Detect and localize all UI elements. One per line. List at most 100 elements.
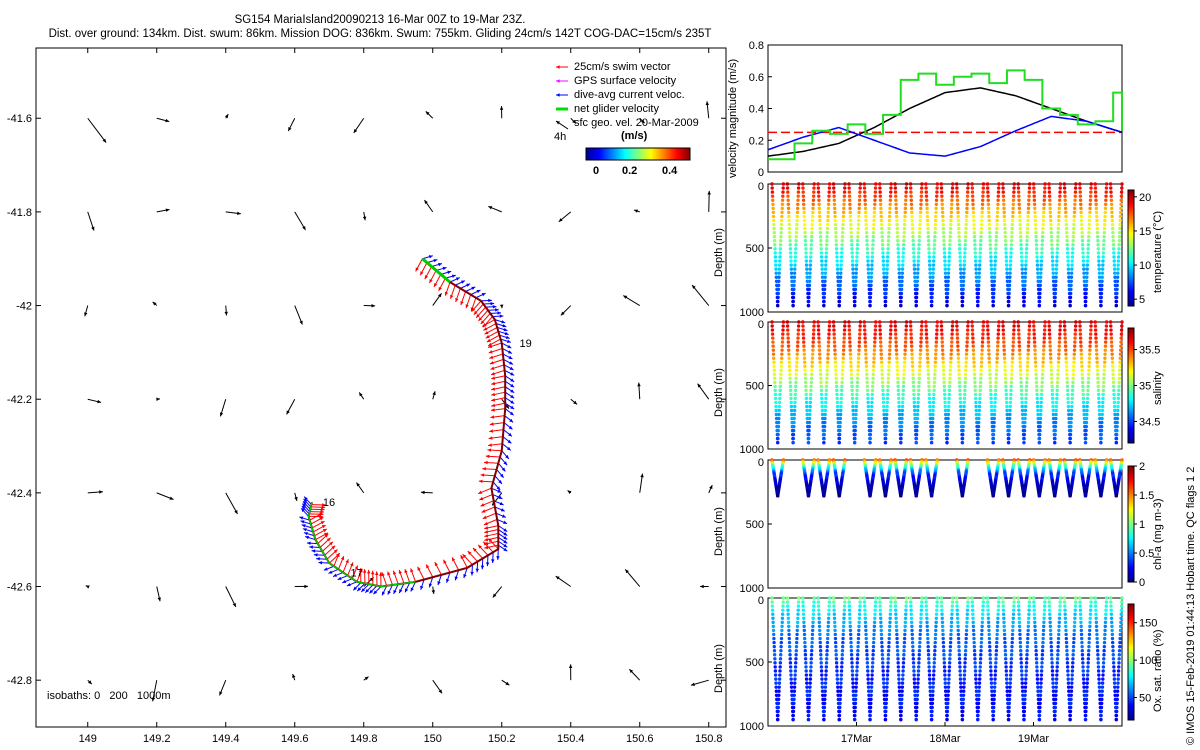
sal-sample <box>779 372 783 376</box>
temp-sample <box>786 194 790 198</box>
temp-sample <box>895 234 900 239</box>
temp-sample <box>802 214 807 219</box>
temp-sample <box>879 214 883 219</box>
sal-sample <box>934 352 938 356</box>
temp-sample <box>1004 259 1009 263</box>
sal-sample <box>865 380 869 385</box>
sal-sample <box>977 412 981 417</box>
sal-sample <box>1027 336 1031 340</box>
temp-sample <box>971 202 975 206</box>
oxy-sample <box>788 661 793 665</box>
sal-sample <box>1019 380 1023 385</box>
temp-sample <box>1048 198 1052 202</box>
sal-sample <box>910 352 914 356</box>
sal-sample <box>776 428 780 433</box>
chl-colorbar-tick-label-2: 1 <box>1139 519 1145 531</box>
sal-sample <box>1102 372 1106 376</box>
temp-sample <box>957 234 961 239</box>
temp-sample <box>806 303 811 308</box>
sal-sample <box>1097 396 1101 401</box>
temp-sample <box>1109 190 1113 194</box>
temp-sample <box>811 194 816 198</box>
dive-avg-vector-head <box>323 567 328 571</box>
sal-sample <box>916 404 920 409</box>
temp-sample <box>807 295 811 300</box>
sal-sample <box>981 336 985 340</box>
swim-vector-head <box>491 381 496 386</box>
sal-sample <box>972 372 977 376</box>
temp-sample <box>794 226 799 231</box>
temp-sample <box>811 206 815 211</box>
temp-sample <box>1008 271 1012 275</box>
oxy-sample <box>809 657 814 661</box>
sal-sample <box>1087 372 1091 376</box>
temp-sample <box>993 259 997 263</box>
temp-sample <box>773 259 778 263</box>
swim-vector-head <box>491 392 496 397</box>
sal-sample <box>1035 392 1039 397</box>
temp-sample <box>794 239 798 243</box>
sal-sample <box>792 412 797 417</box>
sal-sample <box>955 324 959 328</box>
sal-sample <box>1056 372 1060 376</box>
sal-sample <box>939 328 944 332</box>
temp-sample <box>945 299 949 304</box>
temp-sample <box>1019 247 1023 251</box>
temp-sample <box>878 182 882 186</box>
sal-sample <box>1073 336 1077 340</box>
oxy-sample <box>807 697 812 702</box>
temp-sample <box>817 202 821 206</box>
sal-sample <box>1024 400 1028 405</box>
sal-sample <box>863 340 867 344</box>
temp-sample <box>1024 251 1029 255</box>
sal-sample <box>903 340 908 344</box>
temp-sample <box>961 291 965 296</box>
temp-sample <box>811 210 815 215</box>
sal-sample <box>950 320 955 324</box>
sal-sample <box>976 424 981 429</box>
sal-sample <box>1100 416 1104 421</box>
temp-sample <box>780 206 784 211</box>
sal-sample <box>1024 392 1028 397</box>
oxy-sample <box>785 596 790 600</box>
temp-sample <box>946 287 950 292</box>
temp-sample <box>1081 251 1085 255</box>
sal-sample <box>862 320 867 324</box>
dive-avg-vector-head <box>498 495 503 499</box>
oxy-sample <box>793 681 797 685</box>
sal-sample <box>1057 336 1062 340</box>
sal-sample <box>818 360 822 364</box>
sal-sample <box>1058 332 1062 336</box>
temp-sample <box>949 214 953 219</box>
sal-sample <box>1034 384 1039 389</box>
dive-avg-vector-head <box>508 425 513 430</box>
sal-sample <box>886 384 890 389</box>
temp-sample <box>884 291 888 296</box>
sal-sample <box>1112 392 1116 397</box>
dive-avg-vector-head <box>480 565 485 570</box>
temp-sample <box>943 263 947 267</box>
swim-vector-head <box>484 533 489 538</box>
temp-sample <box>933 226 937 231</box>
temp-sample <box>842 206 846 211</box>
temp-sample <box>840 243 844 247</box>
temp-sample <box>880 230 884 235</box>
temp-sample <box>847 190 852 194</box>
dive-avg-vector-head <box>501 320 506 324</box>
sal-sample <box>897 408 902 413</box>
temp-sample <box>974 275 979 279</box>
sal-sample <box>1100 412 1104 417</box>
oxy-sample <box>804 661 808 665</box>
sal-sample <box>873 336 877 340</box>
temp-sample <box>887 218 892 223</box>
sal-sample <box>1093 324 1098 328</box>
temp-sample <box>925 202 929 206</box>
temp-sample <box>1094 210 1099 215</box>
swim-vector-head <box>486 338 491 343</box>
temp-sample <box>988 247 993 251</box>
sal-sample <box>1023 408 1028 413</box>
temp-sample <box>771 210 776 215</box>
temp-sample <box>917 230 922 235</box>
sal-sample <box>950 328 955 332</box>
temp-sample <box>1003 226 1007 231</box>
